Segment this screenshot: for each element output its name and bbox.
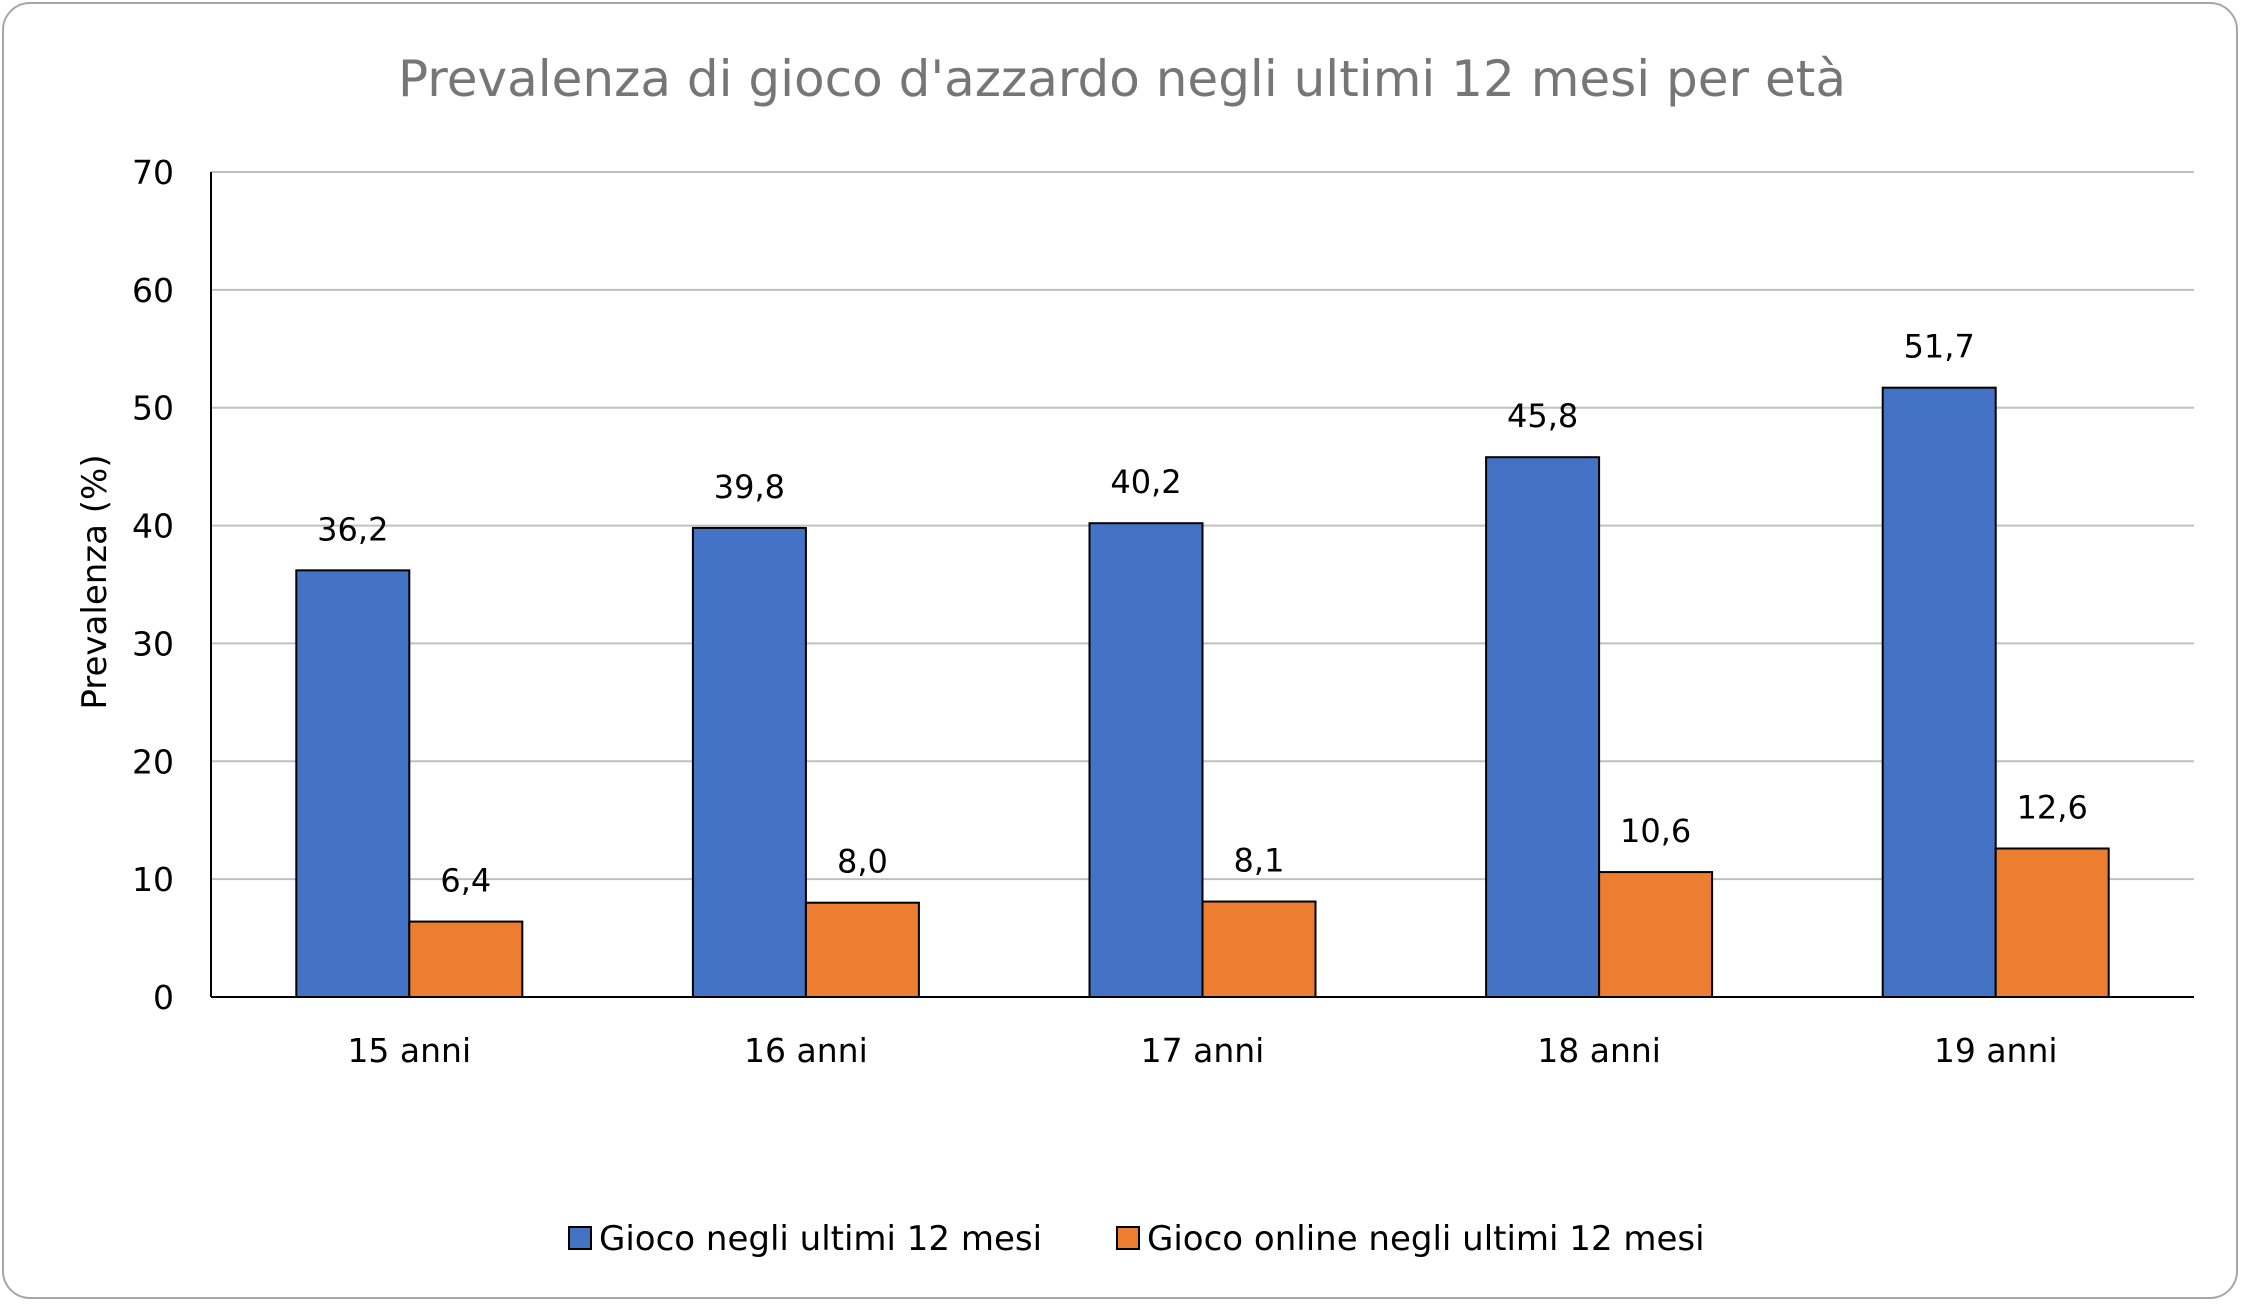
data-label: 45,8 xyxy=(1507,397,1578,435)
y-tick-label: 0 xyxy=(153,978,174,1017)
data-label: 36,2 xyxy=(317,510,388,548)
bar-gioco xyxy=(1088,522,1204,998)
legend-swatch xyxy=(568,1226,592,1250)
x-tick-label: 15 anni xyxy=(347,1031,471,1070)
bar-gioco xyxy=(295,569,411,998)
bar-gioco-online xyxy=(1598,871,1714,998)
y-tick-label: 10 xyxy=(132,860,174,899)
y-tick-label: 50 xyxy=(132,389,174,428)
bar-gioco-online xyxy=(1994,847,2110,998)
data-labels: 36,2 6,4 39,8 8,0 40,2 8,1 45,8 10,6 51,7 12,6 xyxy=(317,328,2088,900)
y-tick-label: 70 xyxy=(132,153,174,192)
chart-title: Prevalenza di gioco d'azzardo negli ulti… xyxy=(398,50,1846,108)
data-label: 40,2 xyxy=(1110,463,1181,501)
data-label: 12,6 xyxy=(2017,789,2088,827)
bar-gioco-online xyxy=(804,901,920,999)
bar-gioco xyxy=(691,526,807,999)
bar-gioco-online xyxy=(1201,900,1317,998)
legend-label: Gioco negli ultimi 12 mesi xyxy=(599,1219,1042,1259)
x-tick-label: 16 anni xyxy=(744,1031,868,1070)
data-label: 51,7 xyxy=(1904,328,1975,366)
legend: Gioco negli ultimi 12 mesi Gioco online n… xyxy=(568,1219,1705,1259)
legend-swatch xyxy=(1116,1226,1140,1250)
data-label: 6,4 xyxy=(440,862,491,900)
legend-label: Gioco online negli ultimi 12 mesi xyxy=(1147,1219,1705,1259)
axes xyxy=(210,172,2194,998)
y-axis-ticks: 0 10 20 30 40 50 60 70 xyxy=(132,153,174,1017)
y-tick-label: 30 xyxy=(132,624,174,663)
bars xyxy=(295,386,2110,999)
data-label: 10,6 xyxy=(1620,812,1691,850)
x-tick-label: 17 anni xyxy=(1141,1031,1265,1070)
x-tick-label: 18 anni xyxy=(1537,1031,1661,1070)
x-axis-ticks: 15 anni 16 anni 17 anni 18 anni 19 anni xyxy=(347,1031,2057,1070)
y-tick-label: 20 xyxy=(132,742,174,781)
data-label: 39,8 xyxy=(714,468,785,506)
bar-gioco-online xyxy=(408,920,524,998)
x-tick-label: 19 anni xyxy=(1934,1031,2058,1070)
y-tick-label: 60 xyxy=(132,271,174,310)
chart-svg: Prevalenza di gioco d'azzardo negli ulti… xyxy=(75,50,2194,1259)
data-label: 8,0 xyxy=(837,843,888,881)
y-tick-label: 40 xyxy=(132,507,174,546)
y-axis-title: Prevalenza (%) xyxy=(75,454,115,709)
bar-gioco xyxy=(1881,386,1997,998)
data-label: 8,1 xyxy=(1234,842,1285,880)
bar-gioco xyxy=(1485,456,1601,998)
